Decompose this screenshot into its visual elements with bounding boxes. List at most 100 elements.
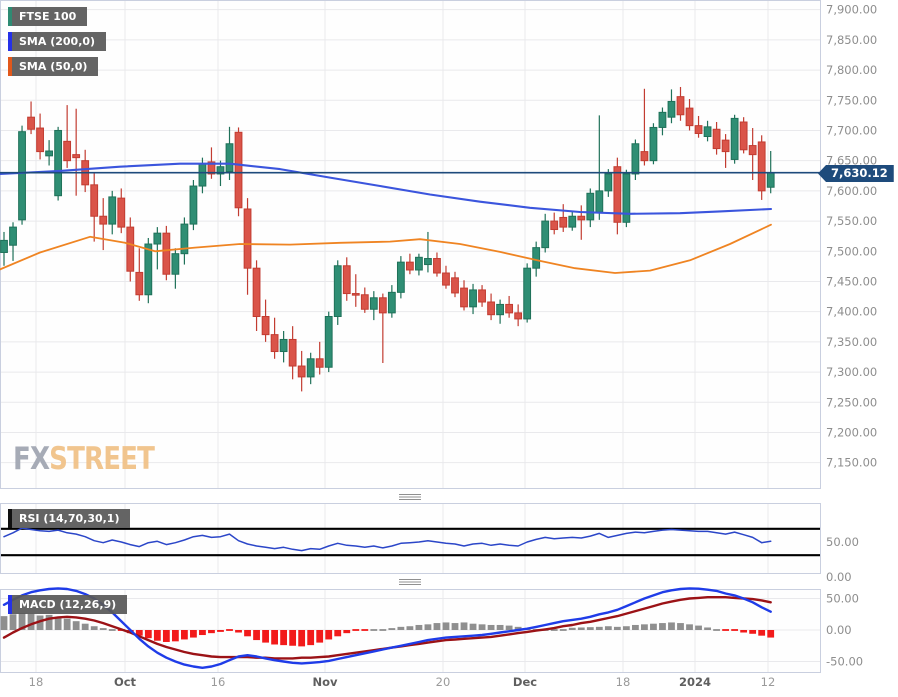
price-axis-label: 7,450.00 <box>826 274 877 288</box>
legend-label-ftse100: FTSE 100 <box>19 10 77 23</box>
price-axis-label: 7,400.00 <box>826 305 877 319</box>
candle-body <box>108 196 117 225</box>
candle-body <box>649 126 658 162</box>
macd-histogram-bar <box>469 623 477 630</box>
macd-histogram-bar <box>307 630 315 646</box>
pane-resize-handle-icon[interactable] <box>399 579 421 586</box>
candle-body <box>351 293 360 296</box>
macd-histogram-bar <box>595 626 603 630</box>
macd-histogram-bar <box>72 621 80 630</box>
macd-histogram-bar <box>704 627 711 630</box>
price-axis-label: 7,200.00 <box>826 425 877 439</box>
macd-histogram-bar <box>27 613 35 630</box>
candle-body <box>460 287 468 308</box>
macd-histogram-bar <box>505 625 513 630</box>
candle-body <box>279 338 288 353</box>
macd-histogram-bar <box>397 626 405 630</box>
x-axis-label: 2024 <box>679 675 711 689</box>
macd-histogram-bar <box>632 624 639 630</box>
legend-chip-ftse100: FTSE 100 <box>8 7 88 26</box>
macd-histogram-bar <box>63 618 71 630</box>
x-axis-label: Nov <box>312 675 338 689</box>
pane-resize-handle-icon[interactable] <box>399 494 421 501</box>
macd-histogram-bar <box>90 626 98 630</box>
macd-histogram-bar <box>406 626 414 630</box>
macd-histogram-bar <box>415 624 423 630</box>
price-axis-label: 7,750.00 <box>826 93 877 107</box>
macd-histogram-bar <box>677 623 684 630</box>
macd-histogram-bar <box>208 630 215 634</box>
candle-body <box>487 301 495 316</box>
candle-body <box>198 163 207 187</box>
macd-histogram-bar <box>758 630 766 636</box>
macd-histogram-bar <box>361 629 369 631</box>
price-axis-label: 7,150.00 <box>826 456 877 470</box>
candle-body <box>18 131 26 221</box>
macd-histogram-bar <box>740 630 748 633</box>
macd-histogram-bar <box>171 630 179 642</box>
candle-body <box>577 215 586 221</box>
price-axis-label: 7,650.00 <box>826 154 877 168</box>
x-axis-label: 18 <box>29 675 44 689</box>
candle-body <box>117 197 126 228</box>
macd-histogram-bar <box>650 623 657 630</box>
x-axis-label: 12 <box>761 675 776 689</box>
candle-body <box>631 143 640 175</box>
macd-histogram-bar <box>622 626 630 630</box>
macd-histogram-bar <box>424 624 432 630</box>
candle-body <box>469 289 477 308</box>
macd-histogram-bar <box>577 627 585 630</box>
candle-body <box>658 111 667 128</box>
candle-body <box>171 253 180 275</box>
legend-chip-sma200: SMA (200,0) <box>8 32 107 51</box>
candle-body <box>748 145 757 156</box>
legend-chip-sma50: SMA (50,0) <box>8 57 99 76</box>
price-axis-label: 7,700.00 <box>826 123 877 137</box>
candle-body <box>685 107 694 127</box>
price-axis-label: 7,850.00 <box>826 33 877 47</box>
price-axis-label: 7,350.00 <box>826 335 877 349</box>
price-axis-label: 7,250.00 <box>826 395 877 409</box>
macd-histogram-bar <box>568 627 576 630</box>
candle-body <box>189 185 198 225</box>
price-axis-label: 7,550.00 <box>826 214 877 228</box>
candle-body <box>180 223 189 255</box>
macd-histogram-bar <box>217 630 224 632</box>
macd-histogram-bar <box>54 617 62 630</box>
candle-body <box>234 131 243 209</box>
candle-body <box>451 277 459 294</box>
candle-body <box>144 243 153 296</box>
macd-histogram-bar <box>460 622 468 630</box>
candle-body <box>306 358 315 378</box>
macd-histogram-bar <box>641 624 648 630</box>
fxstreet-logo-fx: FX <box>13 441 50 477</box>
macd-histogram-bar <box>45 614 53 630</box>
legend-label-macd: MACD (12,26,9) <box>19 598 117 611</box>
fxstreet-logo-street: STREET <box>49 441 155 477</box>
macd-histogram-bar <box>244 630 251 637</box>
candle-body <box>315 358 324 368</box>
macd-histogram-bar <box>181 630 188 640</box>
candle-body <box>406 261 414 271</box>
macd-histogram-bar <box>604 626 612 630</box>
rsi-line <box>3 527 772 552</box>
macd-histogram-bar <box>199 630 206 636</box>
macd-histogram-bar <box>262 630 269 643</box>
macd-histogram-bar <box>343 630 351 634</box>
candle-body <box>270 334 279 353</box>
macd-histogram-bar <box>153 630 161 641</box>
macd-histogram-bar <box>613 626 621 630</box>
candle-body <box>568 215 577 228</box>
macd-histogram-bar <box>298 630 306 647</box>
candle-body <box>54 129 63 197</box>
macd-histogram-bar <box>334 630 342 637</box>
candle-body <box>135 271 144 296</box>
macd-histogram-bar <box>280 630 288 646</box>
candle-body <box>9 226 17 246</box>
candle-body <box>0 239 8 253</box>
candle-body <box>433 258 441 274</box>
macd-histogram-bar <box>190 630 197 638</box>
macd-histogram-bar <box>668 622 675 630</box>
macd-histogram-bar <box>559 629 567 631</box>
